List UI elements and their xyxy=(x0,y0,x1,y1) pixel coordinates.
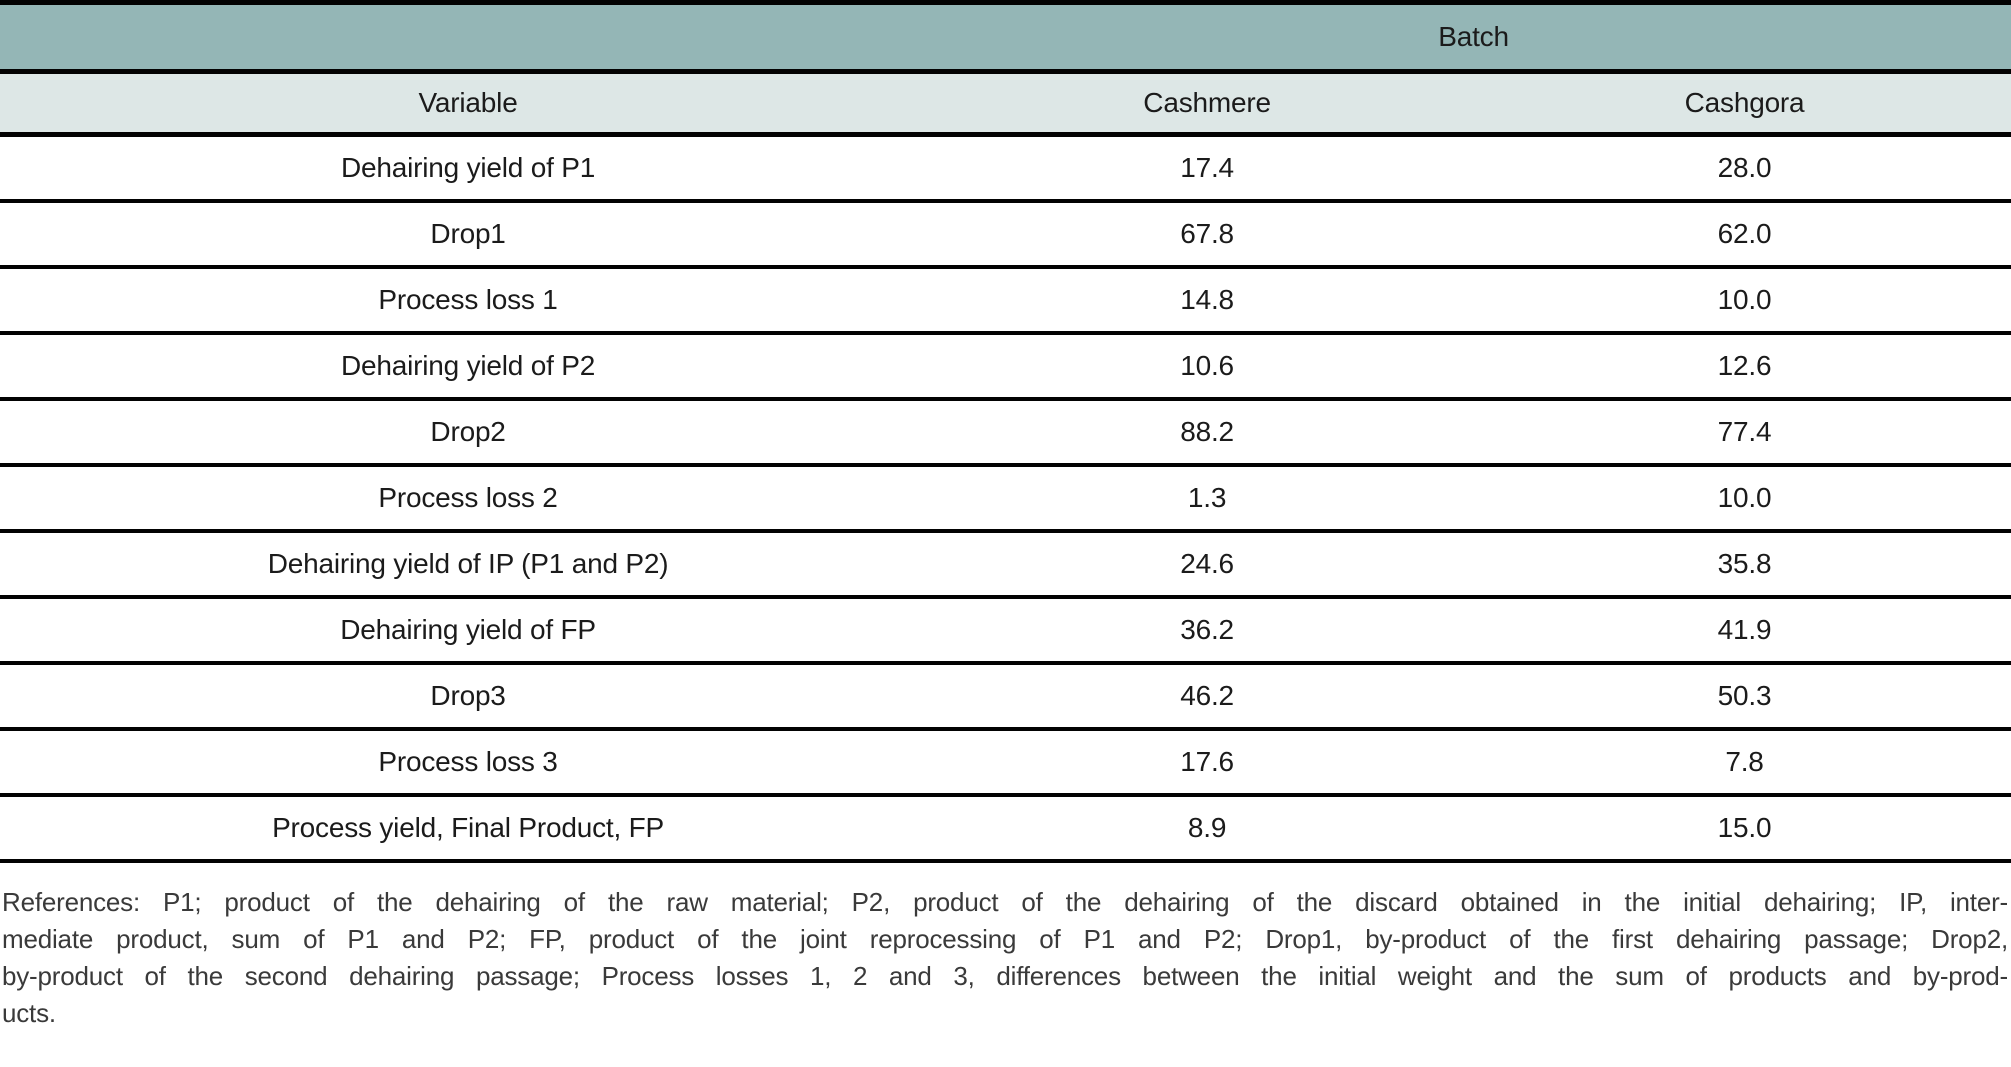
cashmere-value: 17.4 xyxy=(936,134,1479,201)
variable-label: Drop2 xyxy=(0,399,937,465)
table-row: Drop1 67.8 62.0 xyxy=(0,201,2011,267)
footnote-line: ucts. xyxy=(2,998,56,1028)
table-row: Dehairing yield of P2 10.6 12.6 xyxy=(0,333,2011,399)
column-header-cashgora: Cashgora xyxy=(1478,71,2011,135)
footnote-line: mediate product, sum of P1 and P2; FP, p… xyxy=(2,924,2008,954)
variable-label: Dehairing yield of P1 xyxy=(0,134,937,201)
variable-label: Process loss 1 xyxy=(0,267,937,333)
cashmere-value: 46.2 xyxy=(936,663,1479,729)
cashgora-value: 7.8 xyxy=(1478,729,2011,795)
cashgora-value: 35.8 xyxy=(1478,531,2011,597)
cashgora-value: 10.0 xyxy=(1478,267,2011,333)
batch-results-table: Batch Variable Cashmere Cashgora Dehairi… xyxy=(0,0,2011,861)
table-row: Process loss 2 1.3 10.0 xyxy=(0,465,2011,531)
cashgora-value: 62.0 xyxy=(1478,201,2011,267)
footnote-line: References: P1; product of the dehairing… xyxy=(2,887,2008,917)
cashmere-value: 10.6 xyxy=(936,333,1479,399)
cashgora-value: 12.6 xyxy=(1478,333,2011,399)
variable-label: Drop3 xyxy=(0,663,937,729)
cashgora-value: 77.4 xyxy=(1478,399,2011,465)
table-row: Dehairing yield of IP (P1 and P2) 24.6 3… xyxy=(0,531,2011,597)
variable-label: Dehairing yield of P2 xyxy=(0,333,937,399)
footnote-line: by-product of the second dehairing passa… xyxy=(2,961,2008,991)
column-header-variable: Variable xyxy=(0,71,937,135)
cashmere-value: 36.2 xyxy=(936,597,1479,663)
references-footnote: References: P1; product of the dehairing… xyxy=(2,884,2008,1032)
cashmere-value: 14.8 xyxy=(936,267,1479,333)
cashmere-value: 67.8 xyxy=(936,201,1479,267)
table-row: Process yield, Final Product, FP 8.9 15.… xyxy=(0,795,2011,861)
variable-label: Drop1 xyxy=(0,201,937,267)
table-row: Drop3 46.2 50.3 xyxy=(0,663,2011,729)
table-row: Dehairing yield of P1 17.4 28.0 xyxy=(0,134,2011,201)
cashgora-value: 50.3 xyxy=(1478,663,2011,729)
cashmere-value: 17.6 xyxy=(936,729,1479,795)
group-header-spacer xyxy=(0,2,937,72)
column-header-cashmere: Cashmere xyxy=(936,71,1479,135)
cashgora-value: 15.0 xyxy=(1478,795,2011,861)
cashgora-value: 41.9 xyxy=(1478,597,2011,663)
variable-label: Dehairing yield of IP (P1 and P2) xyxy=(0,531,937,597)
group-header-row: Batch xyxy=(0,2,2011,72)
cashgora-value: 10.0 xyxy=(1478,465,2011,531)
variable-label: Dehairing yield of FP xyxy=(0,597,937,663)
cashgora-value: 28.0 xyxy=(1478,134,2011,201)
variable-label: Process yield, Final Product, FP xyxy=(0,795,937,861)
table-row: Dehairing yield of FP 36.2 41.9 xyxy=(0,597,2011,663)
variable-label: Process loss 2 xyxy=(0,465,937,531)
cashmere-value: 1.3 xyxy=(936,465,1479,531)
group-header-batch: Batch xyxy=(936,2,2011,72)
table-row: Drop2 88.2 77.4 xyxy=(0,399,2011,465)
variable-label: Process loss 3 xyxy=(0,729,937,795)
cashmere-value: 24.6 xyxy=(936,531,1479,597)
table-row: Process loss 1 14.8 10.0 xyxy=(0,267,2011,333)
cashmere-value: 88.2 xyxy=(936,399,1479,465)
column-header-row: Variable Cashmere Cashgora xyxy=(0,71,2011,135)
table-row: Process loss 3 17.6 7.8 xyxy=(0,729,2011,795)
cashmere-value: 8.9 xyxy=(936,795,1479,861)
